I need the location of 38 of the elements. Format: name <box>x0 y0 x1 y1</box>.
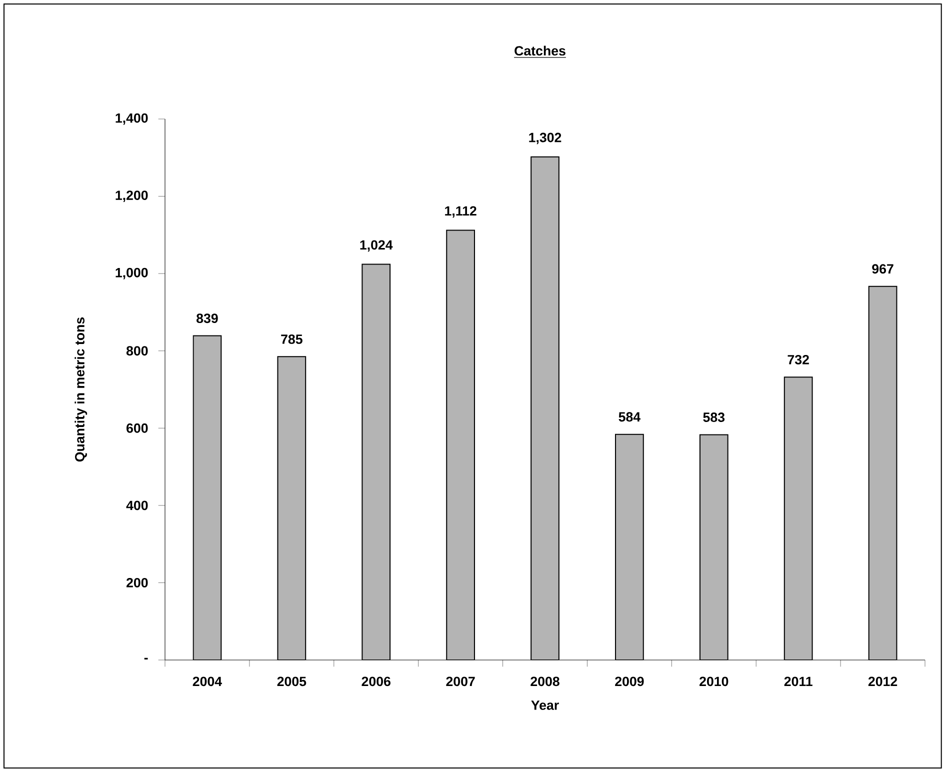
data-label: 583 <box>703 412 725 422</box>
x-tick-label: 2010 <box>700 676 728 686</box>
bar <box>699 434 728 660</box>
data-label: 732 <box>788 354 809 364</box>
bar <box>277 356 306 660</box>
chart-title: Catches <box>514 46 566 56</box>
data-label: 1,024 <box>360 240 393 252</box>
data-label: 584 <box>618 412 640 422</box>
bar <box>784 376 813 660</box>
bar <box>362 264 391 660</box>
y-tick-label: 200 <box>126 578 148 588</box>
bar <box>446 230 475 660</box>
x-tick-label: 2012 <box>868 676 898 686</box>
data-label: 785 <box>281 334 302 344</box>
y-tick-label: 400 <box>126 500 148 510</box>
x-tick-label: 2009 <box>615 676 644 686</box>
x-axis-title: Year <box>531 700 559 710</box>
x-tick-label: 2007 <box>446 676 475 686</box>
data-label: 967 <box>872 264 894 274</box>
data-label: 1,302 <box>529 132 562 144</box>
y-tick-label: 1,200 <box>116 190 148 202</box>
x-tick-label: 2005 <box>277 676 306 686</box>
y-tick-label: 1,400 <box>116 113 148 125</box>
x-tick-label: 2008 <box>530 676 560 686</box>
x-tick-label: 2011 <box>784 676 812 686</box>
data-label: 1,112 <box>445 206 476 218</box>
x-tick-label: 2006 <box>362 676 390 686</box>
data-label: 839 <box>196 314 218 324</box>
y-tick-label: 800 <box>126 346 148 356</box>
x-tick-label: 2004 <box>192 676 222 686</box>
bar <box>530 156 560 660</box>
y-tick-label: 600 <box>126 423 148 433</box>
y-axis-title: Quantity in metric tons <box>74 317 88 462</box>
bar <box>192 335 222 660</box>
y-tick-label: 1,000 <box>116 268 148 280</box>
bar <box>868 286 898 660</box>
y-tick-label: - <box>144 658 148 660</box>
bar <box>615 434 644 660</box>
